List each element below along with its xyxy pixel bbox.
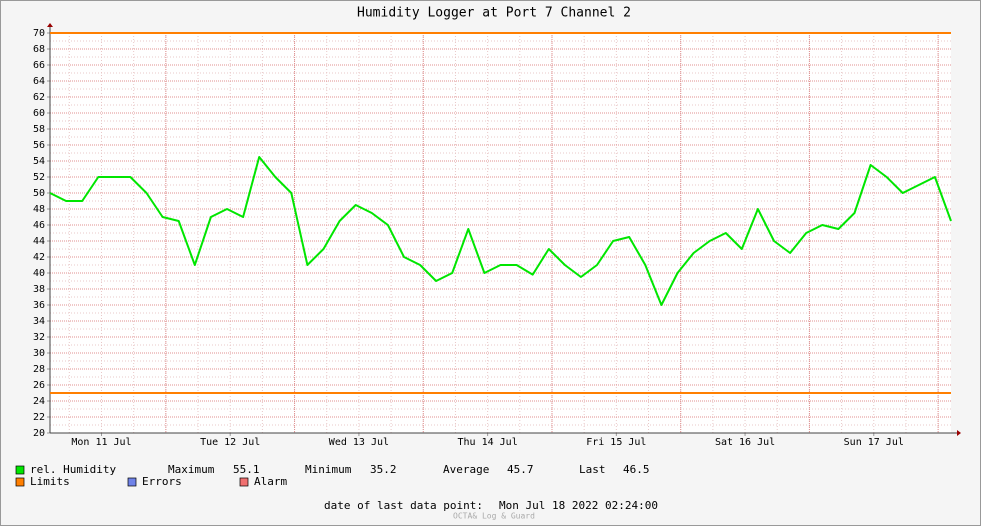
y-tick-label: 48 bbox=[33, 204, 45, 215]
y-tick-label: 66 bbox=[33, 60, 45, 71]
axis-arrow bbox=[957, 430, 961, 436]
y-tick-label: 58 bbox=[33, 124, 45, 135]
axis-arrow bbox=[47, 23, 53, 27]
x-tick-label: Sun 17 Jul bbox=[844, 437, 904, 448]
y-tick-label: 32 bbox=[33, 332, 45, 343]
x-tick-label: Thu 14 Jul bbox=[458, 437, 518, 448]
legend-swatch bbox=[15, 465, 25, 475]
y-tick-label: 30 bbox=[33, 348, 45, 359]
y-tick-label: 52 bbox=[33, 172, 45, 183]
footer-value: Mon Jul 18 2022 02:24:00 bbox=[499, 499, 658, 512]
stat-value: 55.1 bbox=[233, 463, 260, 476]
stat-label: Last bbox=[579, 463, 606, 476]
y-tick-label: 20 bbox=[33, 428, 45, 439]
data-line bbox=[49, 156, 952, 306]
y-tick-label: 22 bbox=[33, 412, 45, 423]
x-tick-label: Tue 12 Jul bbox=[200, 437, 260, 448]
y-tick-label: 64 bbox=[33, 76, 45, 87]
y-tick-label: 40 bbox=[33, 268, 45, 279]
y-tick-label: 26 bbox=[33, 380, 45, 391]
legend-swatch bbox=[15, 477, 25, 487]
stat-label: Minimum bbox=[305, 463, 352, 476]
footer-label: date of last data point: bbox=[324, 499, 483, 512]
legend-swatch bbox=[127, 477, 137, 487]
chart-title: Humidity Logger at Port 7 Channel 2 bbox=[357, 6, 631, 21]
y-tick-label: 28 bbox=[33, 364, 45, 375]
legend-swatch bbox=[239, 477, 249, 487]
x-tick-label: Wed 13 Jul bbox=[329, 437, 389, 448]
legend-label: Errors bbox=[142, 475, 182, 488]
y-tick-label: 34 bbox=[33, 316, 45, 327]
x-tick-label: Fri 15 Jul bbox=[586, 437, 646, 448]
y-tick-label: 38 bbox=[33, 284, 45, 295]
y-tick-label: 54 bbox=[33, 156, 45, 167]
x-tick-label: Mon 11 Jul bbox=[71, 437, 131, 448]
y-tick-label: 24 bbox=[33, 396, 45, 407]
y-tick-label: 42 bbox=[33, 252, 45, 263]
legend-label: Alarm bbox=[254, 475, 287, 488]
y-tick-label: 36 bbox=[33, 300, 45, 311]
stat-label: Average bbox=[443, 463, 489, 476]
stat-value: 46.5 bbox=[623, 463, 650, 476]
y-tick-label: 46 bbox=[33, 220, 45, 231]
y-tick-label: 60 bbox=[33, 108, 45, 119]
y-tick-label: 62 bbox=[33, 92, 45, 103]
y-tick-label: 44 bbox=[33, 236, 45, 247]
stat-label: Maximum bbox=[168, 463, 215, 476]
y-tick-label: 70 bbox=[33, 28, 45, 39]
y-tick-label: 50 bbox=[33, 188, 45, 199]
legend-label: rel. Humidity bbox=[30, 463, 116, 476]
watermark: OCTA& Log & Guard bbox=[453, 512, 535, 521]
x-tick-label: Sat 16 Jul bbox=[715, 437, 775, 448]
y-tick-label: 68 bbox=[33, 44, 45, 55]
legend-label: Limits bbox=[30, 475, 70, 488]
stat-value: 45.7 bbox=[507, 463, 534, 476]
y-tick-label: 56 bbox=[33, 140, 45, 151]
stat-value: 35.2 bbox=[370, 463, 397, 476]
